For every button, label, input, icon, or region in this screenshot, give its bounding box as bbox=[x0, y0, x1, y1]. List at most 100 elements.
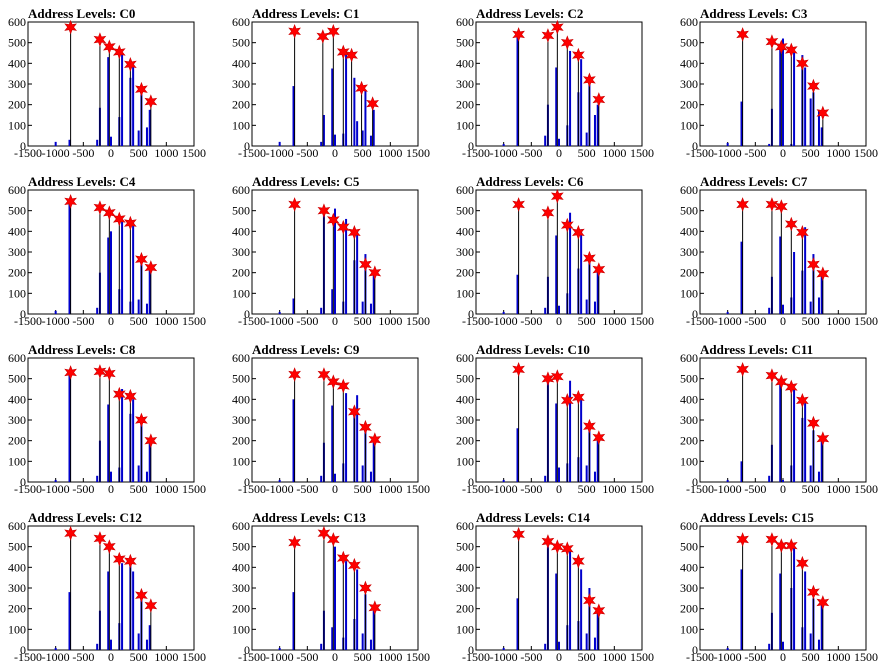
star-marker bbox=[326, 532, 340, 547]
x-tick-label: -1000 bbox=[714, 314, 742, 328]
bar bbox=[331, 405, 334, 482]
y-tick-label: 100 bbox=[232, 118, 250, 132]
bar bbox=[331, 68, 334, 146]
bar bbox=[544, 135, 547, 146]
bar bbox=[502, 479, 505, 482]
x-tick-label: -1500 bbox=[462, 650, 490, 664]
x-tick-label: 1000 bbox=[602, 650, 626, 664]
star-marker bbox=[774, 538, 788, 553]
bar bbox=[817, 110, 820, 146]
chart-svg: 0 100 200 300 400 500 600 -1500 -1000 -500 0 500 100… bbox=[456, 183, 654, 328]
chart-panel: Address Levels: C9 0 100 200 300 400 500 600 -15… bbox=[224, 336, 448, 504]
y-tick-label: 400 bbox=[456, 224, 474, 238]
star-marker bbox=[592, 262, 606, 277]
x-tick-label: 0 bbox=[780, 650, 786, 664]
bar bbox=[107, 57, 110, 146]
y-tick-label: 300 bbox=[680, 77, 698, 91]
star-marker bbox=[816, 266, 830, 282]
y-tick-label: 600 bbox=[456, 351, 474, 365]
chart-svg: 0 100 200 300 400 500 600 -1500 -1000 -500 0 500 100… bbox=[680, 351, 878, 496]
x-tick-label: 1500 bbox=[182, 146, 206, 160]
star-marker bbox=[64, 525, 77, 541]
bar bbox=[54, 141, 57, 146]
star-marker bbox=[359, 580, 372, 596]
y-tick-label: 100 bbox=[456, 286, 474, 300]
chart-svg: 0 100 200 300 400 500 600 -1500 -1000 -500 0 500 100… bbox=[8, 15, 206, 160]
chart-panel: Address Levels: C6 0 100 200 300 400 500 600 -15… bbox=[448, 168, 672, 336]
star-marker bbox=[560, 541, 574, 557]
y-tick-label: 300 bbox=[456, 77, 474, 91]
x-tick-label: 1500 bbox=[406, 146, 430, 160]
bar bbox=[820, 274, 823, 314]
y-tick-label: 600 bbox=[232, 351, 250, 365]
x-tick-label: -1500 bbox=[462, 146, 490, 160]
star-marker bbox=[784, 538, 798, 553]
y-tick-label: 100 bbox=[232, 286, 250, 300]
x-tick-label: 1000 bbox=[154, 482, 178, 496]
x-tick-label: 0 bbox=[108, 650, 114, 664]
bar bbox=[145, 127, 148, 146]
bar bbox=[334, 208, 336, 314]
star-marker bbox=[336, 219, 350, 235]
y-tick-label: 600 bbox=[232, 15, 250, 29]
bar bbox=[580, 399, 583, 482]
bar bbox=[331, 289, 334, 314]
star-marker bbox=[93, 200, 107, 215]
y-tick-label: 300 bbox=[8, 245, 26, 259]
chart-title: Address Levels: C2 bbox=[476, 6, 584, 21]
bar bbox=[132, 223, 135, 314]
bar bbox=[372, 272, 375, 314]
star-marker bbox=[541, 534, 555, 549]
y-tick-label: 400 bbox=[8, 392, 26, 406]
plot-frame bbox=[27, 21, 195, 147]
y-tick-label: 400 bbox=[680, 56, 698, 70]
star-marker bbox=[796, 555, 809, 571]
y-tick-label: 200 bbox=[456, 98, 474, 112]
star-marker bbox=[112, 211, 126, 227]
chart-title: Address Levels: C12 bbox=[28, 510, 142, 525]
chart-svg: 0 100 200 300 400 500 600 -1500 -1000 -500 0 500 100… bbox=[232, 15, 430, 160]
star-marker bbox=[796, 393, 809, 408]
y-tick-label: 0 bbox=[692, 307, 698, 321]
x-tick-label: 0 bbox=[556, 146, 562, 160]
bar bbox=[740, 101, 743, 146]
x-tick-label: 0 bbox=[108, 482, 114, 496]
star-marker bbox=[317, 367, 331, 382]
y-tick-label: 100 bbox=[8, 118, 26, 132]
x-tick-label: -1000 bbox=[490, 146, 518, 160]
star-marker bbox=[135, 81, 148, 97]
y-tick-label: 500 bbox=[456, 540, 474, 554]
bar bbox=[580, 229, 583, 314]
y-tick-label: 600 bbox=[232, 519, 250, 533]
bar bbox=[593, 301, 596, 314]
y-tick-label: 600 bbox=[456, 15, 474, 29]
star-marker bbox=[326, 212, 340, 228]
chart-title: Address Levels: C9 bbox=[252, 342, 360, 357]
chart-panel: Address Levels: C3 0 100 200 300 400 500 600 -15… bbox=[672, 0, 896, 168]
x-tick-label: 500 bbox=[802, 650, 820, 664]
star-marker bbox=[144, 260, 158, 275]
y-tick-label: 100 bbox=[8, 454, 26, 468]
bar bbox=[502, 143, 505, 146]
bar bbox=[96, 307, 99, 314]
x-tick-label: -1500 bbox=[238, 650, 266, 664]
star-marker bbox=[316, 29, 330, 44]
x-tick-label: 1500 bbox=[630, 314, 654, 328]
star-marker bbox=[807, 584, 820, 600]
y-tick-label: 500 bbox=[8, 540, 26, 554]
bar bbox=[121, 389, 124, 482]
y-tick-label: 600 bbox=[680, 519, 698, 533]
y-tick-label: 0 bbox=[692, 643, 698, 657]
chart-panel: Address Levels: C1 0 100 200 300 400 500 600 -15… bbox=[224, 0, 448, 168]
x-tick-label: -1000 bbox=[266, 482, 294, 496]
star-marker bbox=[112, 44, 126, 60]
plot-frame bbox=[27, 357, 195, 483]
star-marker bbox=[550, 188, 564, 204]
x-tick-label: -500 bbox=[520, 314, 542, 328]
star-marker bbox=[102, 205, 116, 221]
bar bbox=[558, 305, 560, 314]
x-tick-label: -1000 bbox=[42, 146, 70, 160]
y-tick-label: 100 bbox=[680, 454, 698, 468]
star-marker bbox=[560, 393, 574, 408]
